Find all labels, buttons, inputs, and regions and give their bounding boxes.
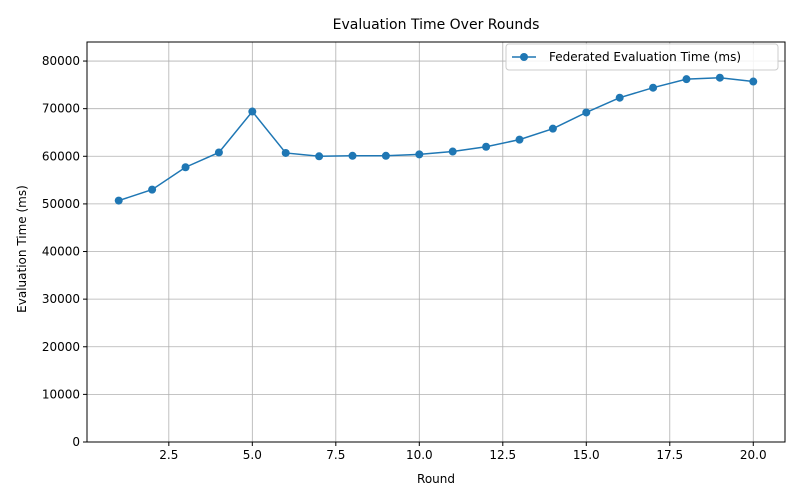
data-point: [315, 152, 324, 161]
data-point: [715, 73, 724, 82]
x-tick-label: 5.0: [243, 448, 262, 462]
x-axis: 2.5 5.0 7.5 10.0 12.5 15.0 17.5 20.0: [159, 442, 767, 462]
data-point: [214, 148, 223, 157]
data-point: [281, 148, 290, 157]
x-tick-label: 2.5: [159, 448, 178, 462]
x-tick-label: 20.0: [740, 448, 767, 462]
y-tick-label: 60000: [42, 149, 80, 163]
grid: [87, 42, 785, 443]
data-point: [415, 150, 424, 159]
x-axis-label: Round: [417, 472, 455, 486]
x-tick-label: 12.5: [489, 448, 516, 462]
y-tick-label: 20000: [42, 340, 80, 354]
y-tick-label: 30000: [42, 292, 80, 306]
x-tick-label: 17.5: [656, 448, 683, 462]
data-point: [482, 142, 491, 151]
x-tick-label: 15.0: [573, 448, 600, 462]
y-tick-label: 70000: [42, 102, 80, 116]
y-axis: 0 10000 20000 30000 40000 50000 60000 70000 8000…: [42, 54, 87, 449]
data-point: [148, 185, 157, 194]
data-point: [682, 75, 691, 84]
data-point: [749, 77, 758, 86]
data-point: [348, 151, 357, 160]
data-point: [649, 83, 658, 92]
series-layer: [114, 73, 758, 205]
data-point: [615, 93, 624, 102]
legend: Federated Evaluation Time (ms): [505, 43, 779, 71]
data-point: [248, 107, 257, 116]
x-tick-label: 10.0: [406, 448, 433, 462]
data-point: [181, 163, 190, 172]
y-tick-label: 50000: [42, 197, 80, 211]
y-tick-label: 80000: [42, 54, 80, 68]
y-axis-label: Evaluation Time (ms): [15, 185, 29, 313]
data-point: [548, 124, 557, 133]
y-tick-label: 10000: [42, 387, 80, 401]
y-tick-label: 0: [72, 435, 80, 449]
legend-label: Federated Evaluation Time (ms): [549, 50, 741, 64]
x-tick-label: 7.5: [326, 448, 345, 462]
plot-frame: [86, 41, 786, 443]
data-point: [448, 147, 457, 156]
data-point: [582, 108, 591, 117]
chart-title: Evaluation Time Over Rounds: [333, 17, 540, 33]
y-tick-label: 40000: [42, 245, 80, 259]
legend-box: [505, 43, 779, 71]
data-point: [515, 135, 524, 144]
series-line: [118, 76, 754, 202]
data-point: [381, 151, 390, 160]
data-point: [114, 196, 123, 205]
legend-marker: [520, 53, 528, 61]
